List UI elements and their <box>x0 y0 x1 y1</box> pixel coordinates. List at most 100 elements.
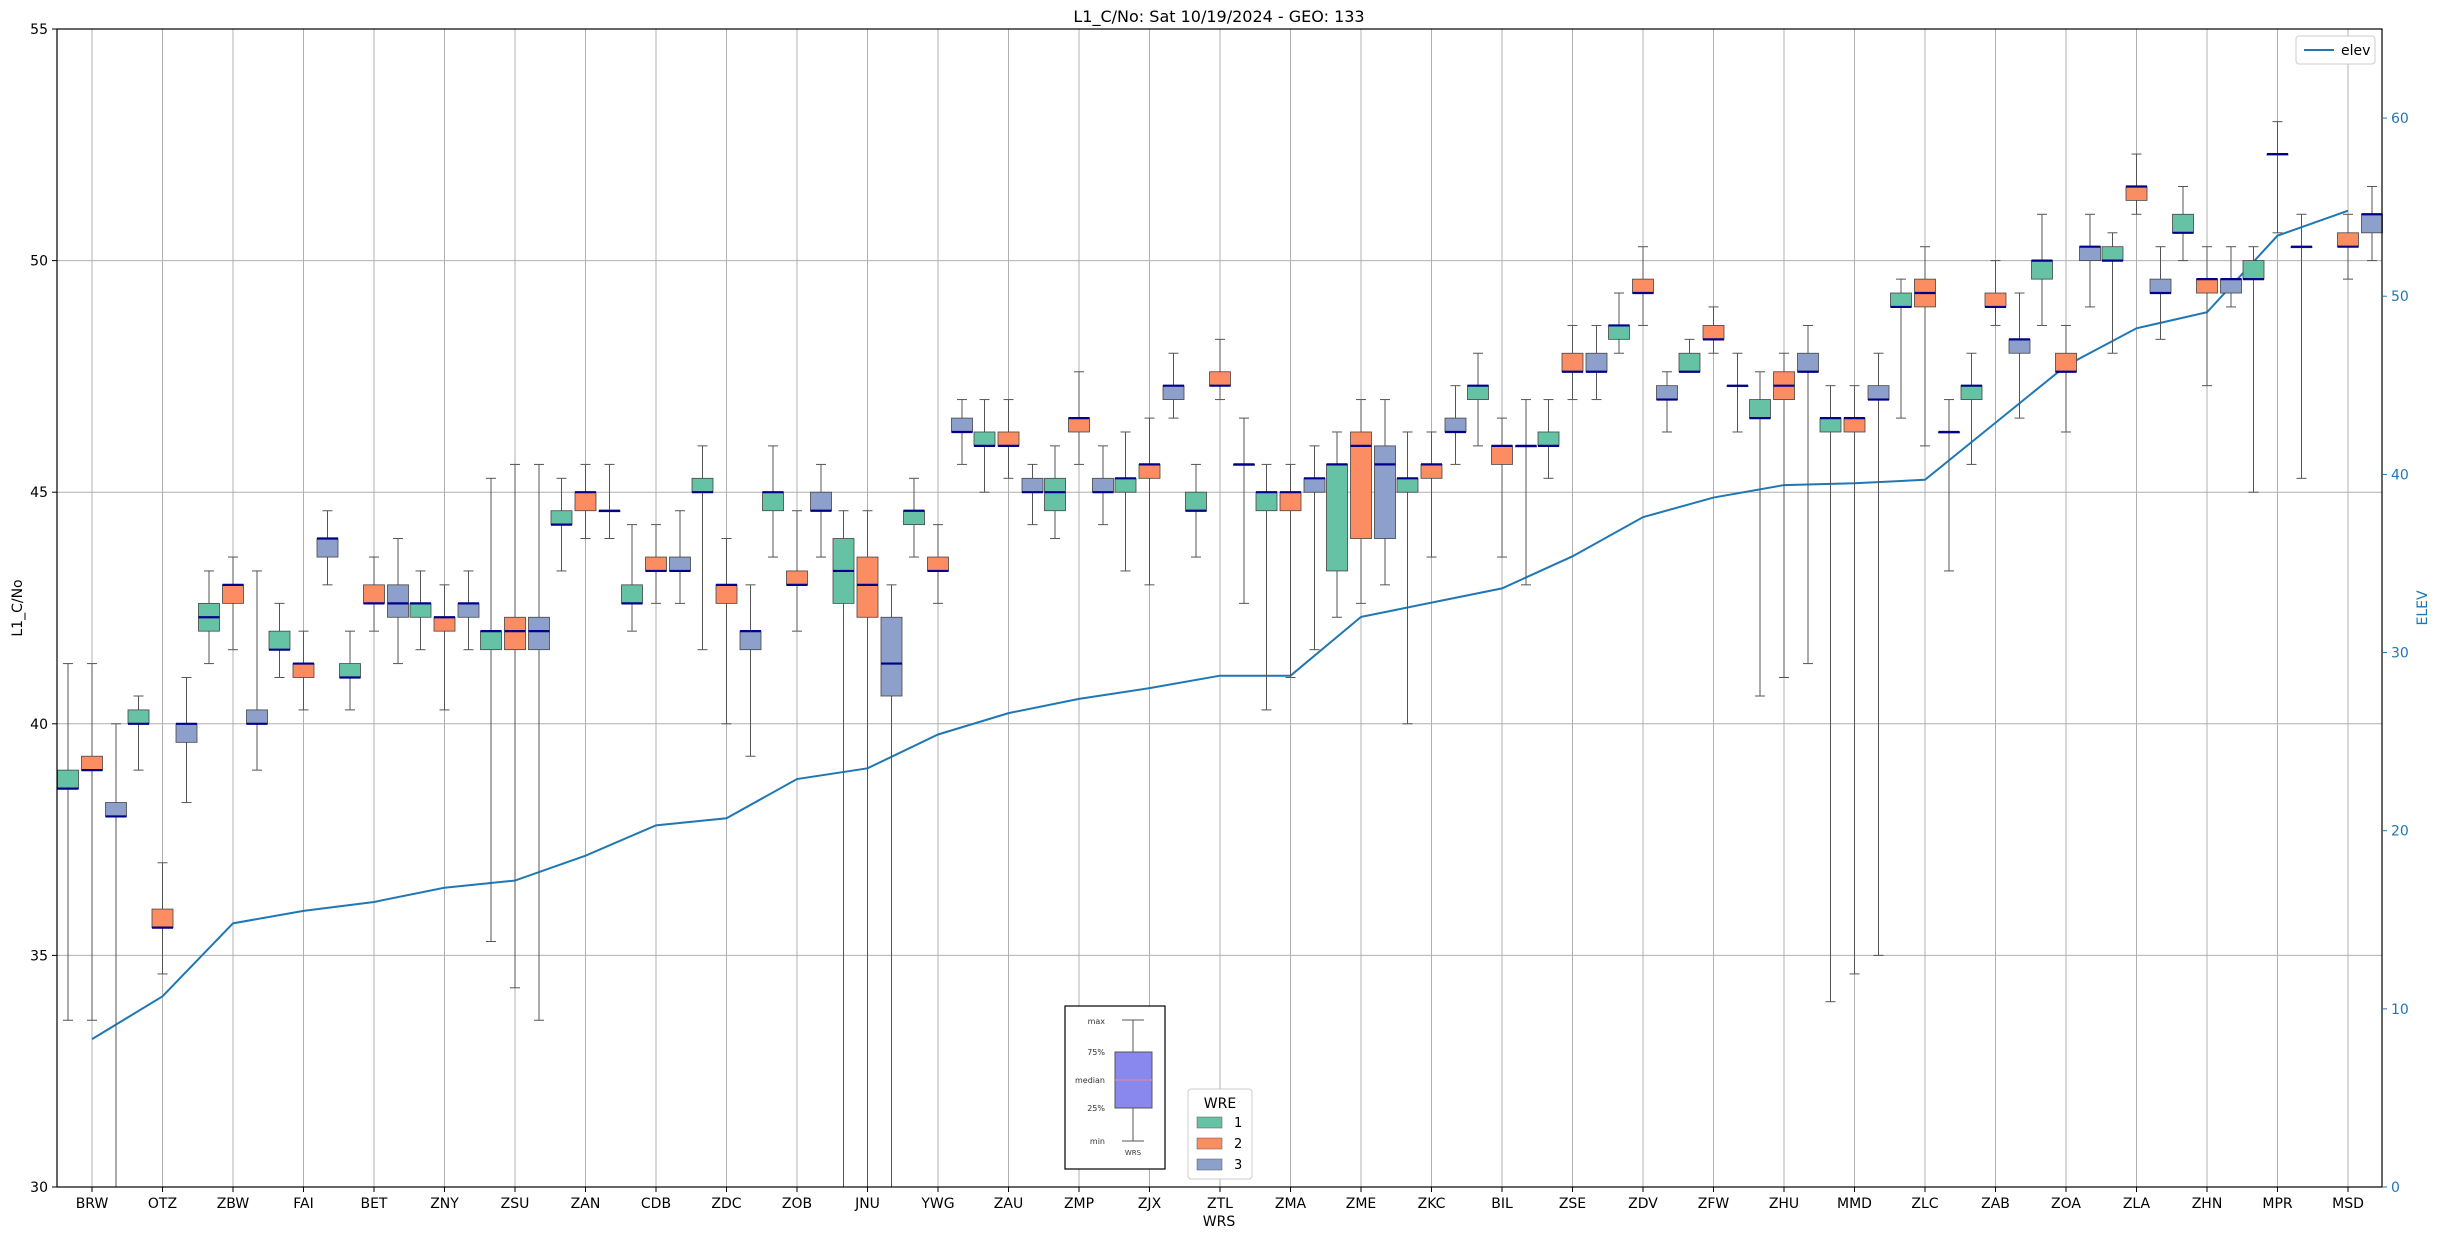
box-iqr <box>762 491 784 512</box>
box-wre2-brw <box>81 663 103 1021</box>
key-label-median: median <box>1075 1076 1105 1085</box>
box-wre1-zsu <box>480 477 502 943</box>
box-wre1-zny <box>409 570 432 651</box>
x-tick-label: ZAN <box>571 1196 601 1212</box>
box-iqr <box>2101 246 2124 261</box>
box-iqr <box>2079 246 2101 261</box>
x-axis: BRW OTZ ZBW FAI BET ZNY ZSU ZAN CDB ZDC ZOB JNU YWG Z… <box>76 1187 2364 1212</box>
box-wre2-zab <box>1984 260 2007 326</box>
box-iqr <box>669 556 691 572</box>
box-iqr <box>127 709 150 725</box>
box-wre3-zau <box>1021 463 1044 526</box>
box-iqr <box>2172 213 2194 234</box>
box-iqr <box>1585 352 1608 373</box>
box-iqr <box>1797 352 1819 373</box>
box-iqr <box>1255 491 1278 512</box>
key-label-min: min <box>1090 1137 1105 1146</box>
box-wre3-zbw <box>246 570 268 771</box>
box-iqr <box>339 663 361 678</box>
box-wre1-fai <box>268 602 291 678</box>
box-groups <box>57 121 2383 1187</box>
box-iqr <box>433 616 456 632</box>
x-tick-label: ZBW <box>217 1196 250 1212</box>
x-tick-label: BET <box>360 1196 387 1212</box>
box-wre3-jnu <box>880 584 903 1187</box>
box-wre1-zfw <box>1678 338 1701 373</box>
key-label-q3: 75% <box>1087 1048 1105 1057</box>
box-iqr <box>2220 278 2242 294</box>
x-tick-label: FAI <box>293 1196 313 1212</box>
box-iqr <box>1960 385 1983 400</box>
box-wre1-zmp <box>1044 445 1066 540</box>
box-iqr <box>1420 464 1443 479</box>
box-wre2-bil <box>1491 417 1513 558</box>
box-iqr <box>81 755 103 771</box>
box-iqr <box>222 584 244 604</box>
box-wre1-bil <box>1467 352 1489 447</box>
box-iqr <box>409 602 432 618</box>
box-iqr <box>1467 385 1489 400</box>
box-iqr <box>1138 464 1161 479</box>
box-iqr <box>2242 260 2265 280</box>
y2-tick-label: 10 <box>2391 1002 2409 1018</box>
box-iqr <box>387 584 409 618</box>
y2-tick-label: 20 <box>2391 824 2409 840</box>
box-wre2-zhn <box>2196 246 2218 387</box>
box-wre3-zse <box>1585 324 1608 401</box>
box-iqr <box>1185 491 1207 512</box>
box-iqr <box>903 510 925 526</box>
x-tick-label: ZFW <box>1698 1196 1730 1212</box>
box-iqr <box>973 431 996 447</box>
x-tick-label: MMD <box>1837 1196 1872 1212</box>
box-iqr <box>1678 352 1701 373</box>
key-label-q1: 25% <box>1087 1104 1105 1113</box>
box-wre3-mpr <box>2290 213 2313 479</box>
x-tick-label: ZKC <box>1418 1196 1446 1212</box>
y2-axis: 0 10 20 30 40 50 60 <box>2382 111 2409 1196</box>
x-tick-label: BRW <box>76 1196 109 1212</box>
box-wre3-zdc <box>739 584 762 757</box>
box-iqr <box>1021 477 1044 493</box>
box-iqr <box>715 584 738 604</box>
box-wre3-cdb <box>669 510 691 604</box>
box-iqr <box>2149 278 2172 294</box>
box-iqr <box>1279 491 1302 512</box>
box-wre1-zhu <box>1749 371 1771 697</box>
elev-legend: elev <box>2295 35 2376 65</box>
x-axis-label: WRS <box>1203 1214 1236 1230</box>
box-iqr <box>1092 477 1114 493</box>
wre-legend-swatch-3 <box>1196 1158 1223 1171</box>
y-axis-label: L1_C/No <box>10 579 26 636</box>
box-wre3-msd <box>2361 185 2383 262</box>
box-wre1-zab <box>1960 352 1983 465</box>
box-wre2-zkc <box>1420 431 1443 558</box>
box-iqr <box>645 556 667 572</box>
x-tick-label: ZAU <box>994 1196 1023 1212</box>
box-iqr <box>1984 292 2007 308</box>
chart-title: L1_C/No: Sat 10/19/2024 - GEO: 133 <box>1073 7 1364 27</box>
box-iqr <box>1656 385 1678 400</box>
box-wre3-mmd <box>1867 352 1890 956</box>
box-iqr <box>1491 445 1513 465</box>
box-iqr <box>292 663 315 678</box>
x-tick-label: YWG <box>920 1196 954 1212</box>
box-wre1-zla <box>2101 232 2124 354</box>
x-tick-label: BIL <box>1491 1196 1513 1212</box>
box-wre3-zmp <box>1092 445 1114 526</box>
box-wre3-zkc <box>1444 385 1467 465</box>
box-wre3-zma <box>1303 445 1326 651</box>
box-wre1-zau <box>973 399 996 493</box>
x-tick-label: ZAB <box>1981 1196 2010 1212</box>
box-wre3-zjx <box>1162 352 1185 419</box>
wre-legend-label-3: 3 <box>1234 1158 1242 1173</box>
y-tick-label: 35 <box>30 948 48 964</box>
box-wre2-jnu <box>856 510 879 1187</box>
box-wre2-zob <box>786 510 808 632</box>
wre-legend-label-2: 2 <box>1234 1137 1242 1152</box>
x-tick-label: OTZ <box>148 1196 177 1212</box>
box-wre1-otz <box>127 695 150 771</box>
box-iqr <box>316 538 339 558</box>
box-iqr <box>1608 325 1630 340</box>
y2-tick-label: 0 <box>2391 1180 2400 1196</box>
x-tick-label: CDB <box>641 1196 671 1212</box>
